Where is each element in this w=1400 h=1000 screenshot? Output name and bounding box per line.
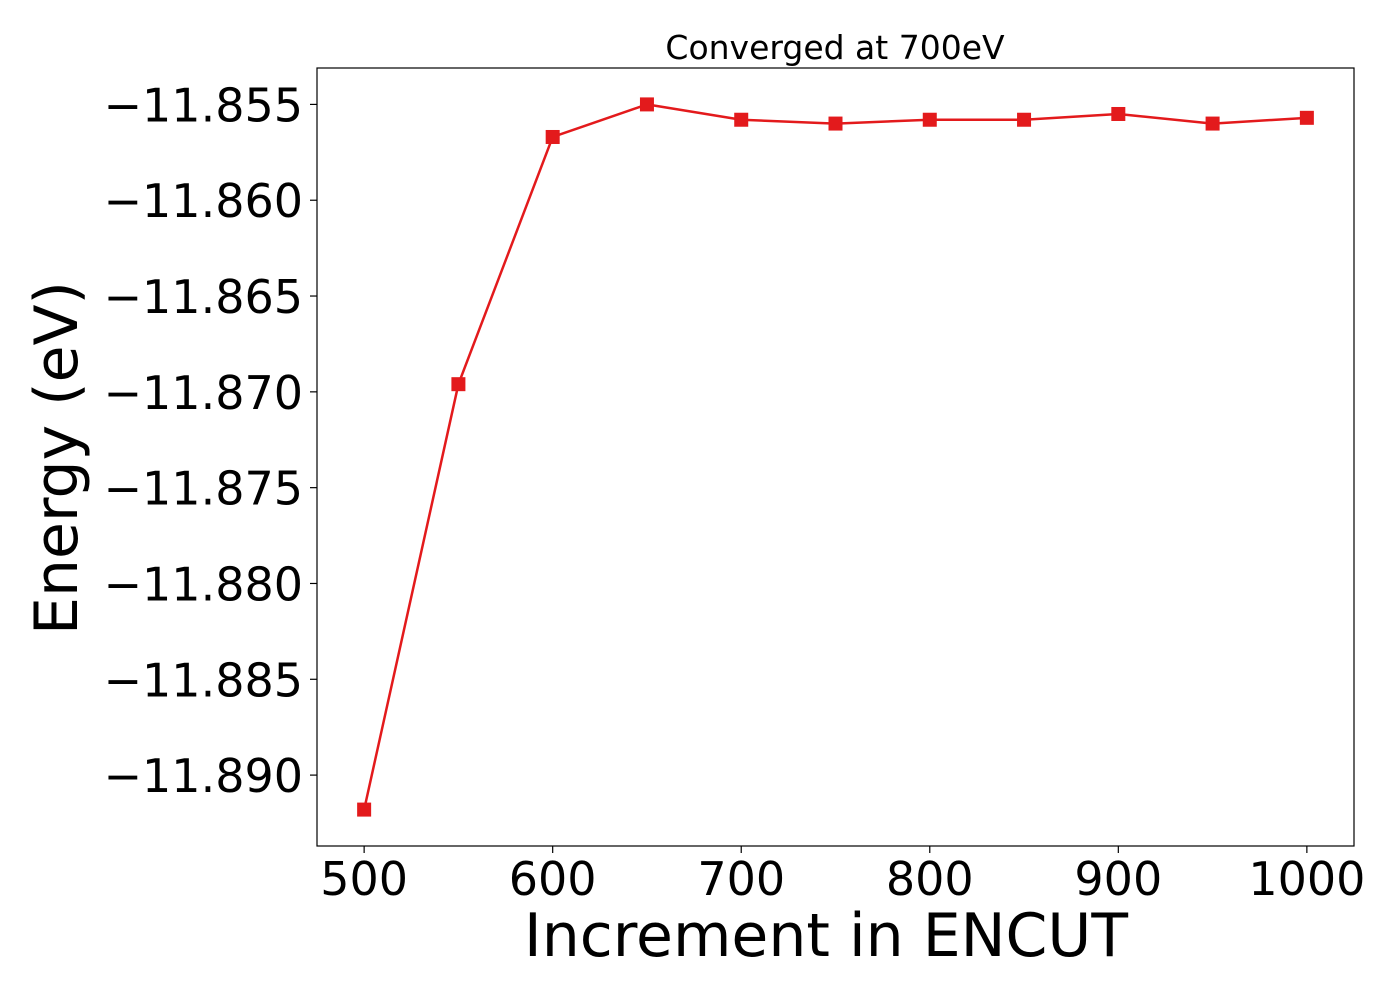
x-tick-label: 1000 [1248,852,1365,906]
y-tick-label: −11.860 [104,174,304,228]
y-tick-label: −11.875 [104,462,304,516]
data-point-marker [451,377,466,392]
y-tick-label: −11.855 [104,78,304,132]
x-axis-label: Increment in ENCUT [524,901,1128,971]
data-point-marker [357,802,372,817]
series-layer [357,97,1314,817]
y-tick-label: −11.885 [104,653,304,707]
data-point-marker [922,112,937,127]
x-tick-label: 800 [886,852,974,906]
data-point-marker [639,97,654,112]
y-axis-ticks: −11.855 −11.860 −11.865 −11.870 −11.875 −11.8… [104,78,317,803]
x-tick-label: 700 [697,852,785,906]
x-tick-label: 600 [509,852,597,906]
x-axis-ticks: 500 600 700 800 900 1000 [320,846,1365,906]
x-tick-label: 500 [320,852,408,906]
y-tick-label: −11.865 [104,270,304,324]
data-point-marker [828,116,843,131]
y-tick-label: −11.890 [104,749,304,803]
data-point-marker [1111,106,1126,121]
y-tick-label: −11.870 [104,366,304,420]
data-point-marker [1017,112,1032,127]
series-line [362,103,1307,810]
data-point-marker [545,129,560,144]
data-point-marker [1299,110,1314,125]
chart-title: Converged at 700eV [665,28,1005,67]
x-tick-label: 900 [1074,852,1162,906]
plot-area-frame [316,67,1355,847]
data-point-marker [734,112,749,127]
y-tick-label: −11.880 [104,557,304,611]
data-point-marker [1205,116,1220,131]
y-axis-label: Energy (eV) [22,281,92,635]
